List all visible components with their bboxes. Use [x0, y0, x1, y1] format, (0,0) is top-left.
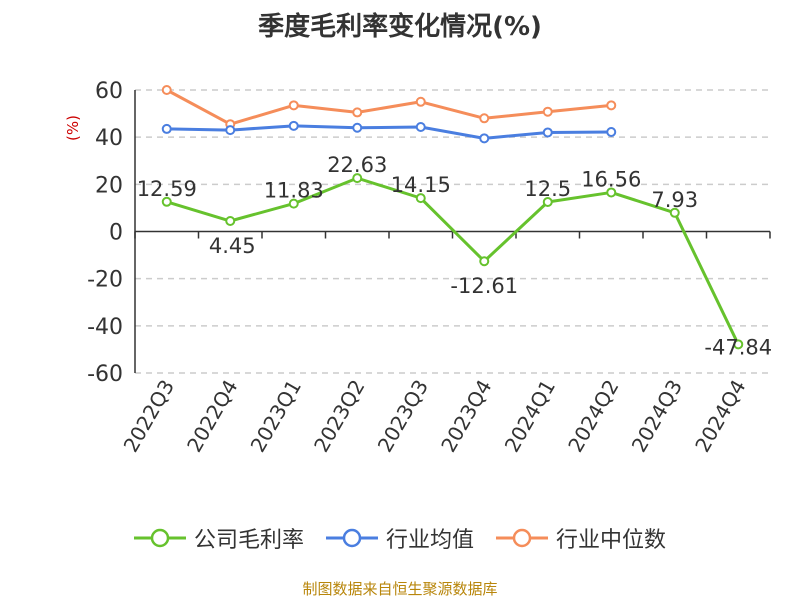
- data-label: -12.61: [450, 274, 518, 298]
- chart-title: 季度毛利率变化情况(%): [258, 12, 542, 42]
- legend-item-industry-mean[interactable]: 行业均值: [325, 522, 474, 554]
- x-tick-label: 2023Q1: [246, 376, 306, 457]
- data-point: [542, 127, 553, 138]
- data-point: [161, 196, 172, 207]
- data-source-note: 制图数据来自恒生聚源数据库: [302, 580, 498, 598]
- data-label: 22.63: [327, 153, 387, 177]
- x-tick-label: 2023Q3: [373, 376, 433, 457]
- data-point: [288, 120, 299, 131]
- series-line: [166, 124, 612, 140]
- data-point: [352, 122, 363, 133]
- y-tick-label: -60: [87, 362, 123, 387]
- data-point: [415, 193, 426, 204]
- y-tick-label: 0: [109, 221, 123, 246]
- legend-swatch-industry-mean: [325, 528, 378, 548]
- data-label: 12.5: [524, 177, 571, 201]
- y-tick-label: 40: [95, 126, 123, 151]
- legend-swatch-company-margin: [133, 528, 186, 548]
- data-label: 11.83: [264, 179, 324, 203]
- data-point: [352, 107, 363, 118]
- data-label: 16.56: [581, 167, 641, 191]
- data-point: [479, 256, 490, 267]
- y-tick-label: 20: [95, 173, 123, 198]
- data-label: 14.15: [391, 173, 451, 197]
- data-label: -47.84: [704, 335, 772, 359]
- legend-item-company-margin[interactable]: 公司毛利率: [133, 522, 304, 554]
- x-tick-label: 2024Q3: [627, 376, 687, 457]
- x-tick-label: 2024Q2: [563, 376, 623, 457]
- data-point: [352, 173, 363, 184]
- legend-swatch-industry-median: [496, 528, 548, 548]
- series-line: [166, 176, 740, 345]
- x-tick-label: 2022Q4: [182, 376, 242, 457]
- legend-label-industry-median: 行业中位数: [556, 528, 667, 553]
- data-point: [479, 113, 490, 124]
- data-point: [288, 198, 299, 209]
- x-tick-label: 2022Q3: [119, 376, 179, 457]
- data-point: [733, 339, 744, 350]
- legend-label-industry-mean: 行业均值: [385, 528, 474, 553]
- data-point: [161, 85, 172, 95]
- data-point: [669, 207, 680, 218]
- data-point: [225, 216, 236, 227]
- data-point: [225, 125, 236, 136]
- data-point: [415, 96, 426, 107]
- x-tick-label: 2024Q4: [690, 376, 750, 457]
- legend-label-company-margin: 公司毛利率: [193, 528, 304, 553]
- data-point: [288, 100, 299, 111]
- x-tick-label: 2023Q4: [436, 376, 496, 457]
- data-label: 4.45: [209, 234, 256, 258]
- data-point: [161, 123, 172, 134]
- data-point: [542, 106, 553, 117]
- data-point: [542, 197, 553, 208]
- series-line: [166, 88, 612, 126]
- data-point: [415, 122, 426, 133]
- y-tick-label: -40: [87, 315, 123, 340]
- data-point: [606, 126, 617, 137]
- data-point: [606, 187, 617, 198]
- x-tick-label: 2024Q1: [500, 376, 560, 457]
- y-tick-label: -20: [87, 268, 123, 293]
- data-point: [606, 100, 617, 111]
- data-label: 7.93: [651, 188, 698, 212]
- y-tick-label: 60: [95, 79, 123, 104]
- x-tick-label: 2023Q2: [309, 376, 369, 457]
- data-label: 12.59: [137, 177, 197, 201]
- legend: 公司毛利率 行业均值 行业中位数: [0, 520, 800, 556]
- legend-item-industry-median[interactable]: 行业中位数: [496, 522, 666, 554]
- y-axis-label: (%): [64, 115, 82, 141]
- data-point: [479, 133, 490, 144]
